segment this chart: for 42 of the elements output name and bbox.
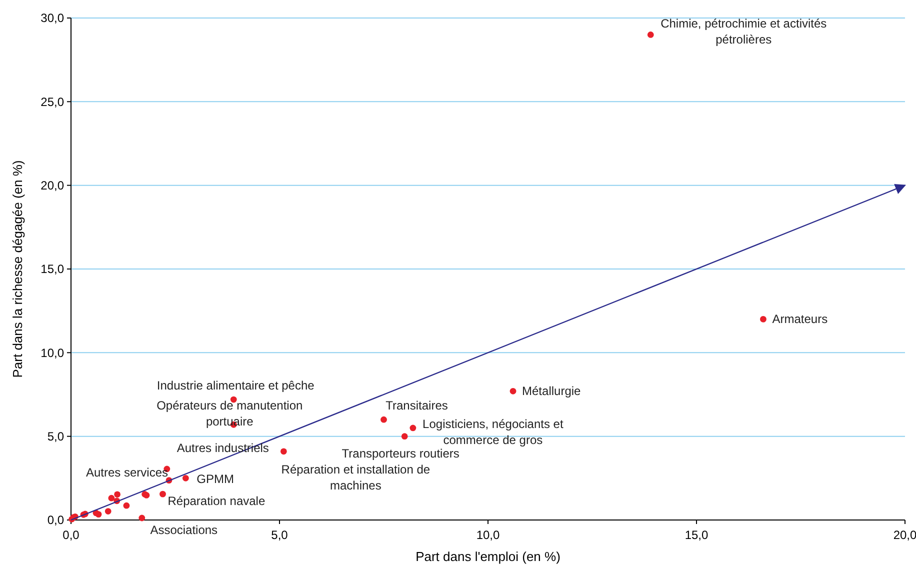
y-tick-label: 30,0: [40, 11, 64, 26]
x-tick-label: 5,0: [271, 528, 288, 542]
point: [280, 448, 287, 455]
point: [108, 494, 115, 502]
x-tick-label: 20,0: [893, 528, 916, 542]
point: [114, 491, 120, 498]
point: [380, 416, 387, 423]
point: [138, 514, 146, 522]
annotation: Opérateurs de manutention portuaire: [156, 398, 303, 429]
y-tick-label: 20,0: [40, 178, 64, 193]
x-tick-label: 10,0: [476, 528, 500, 542]
point: [160, 490, 166, 498]
point: [123, 502, 130, 509]
point: [182, 474, 189, 482]
x-tick-label: 15,0: [684, 528, 708, 542]
point: [104, 508, 112, 514]
x-axis-title: Part dans l'emploi (en %): [416, 549, 560, 564]
annotation: Associations: [150, 522, 218, 537]
x-tick-label: 0,0: [62, 528, 80, 542]
annotation: Transporteurs routiers: [342, 446, 460, 460]
point: [401, 433, 408, 440]
annotation: Chimie, pétrochimie et activités pétrolières: [660, 16, 827, 47]
annotation: Transitaires: [386, 398, 448, 413]
annotation: Logisticiens, négociants et commerce de gros: [422, 416, 564, 447]
y-tick-label: 0,0: [47, 513, 64, 528]
point: [95, 511, 102, 518]
annotation: Industrie alimentaire et pêche: [156, 378, 315, 393]
point: [647, 32, 654, 38]
y-tick-label: 5,0: [47, 430, 64, 444]
annotation: Armateurs: [772, 312, 828, 326]
y-tick-label: 10,0: [40, 346, 64, 360]
annotation: Réparation navale: [168, 494, 266, 508]
annotation: Métallurgie: [522, 384, 582, 398]
point: [510, 388, 516, 394]
point: [410, 424, 416, 432]
point: [760, 316, 766, 322]
y-tick-label: 25,0: [40, 94, 64, 109]
y-axis-title: Part dans la richesse dégagée (en %): [10, 160, 25, 378]
annotation: GPMM: [196, 472, 234, 486]
y-tick-label: 15,0: [40, 262, 64, 276]
annotation: Réparation et installation de machines: [281, 462, 430, 492]
annotation: Autres services: [86, 465, 168, 480]
